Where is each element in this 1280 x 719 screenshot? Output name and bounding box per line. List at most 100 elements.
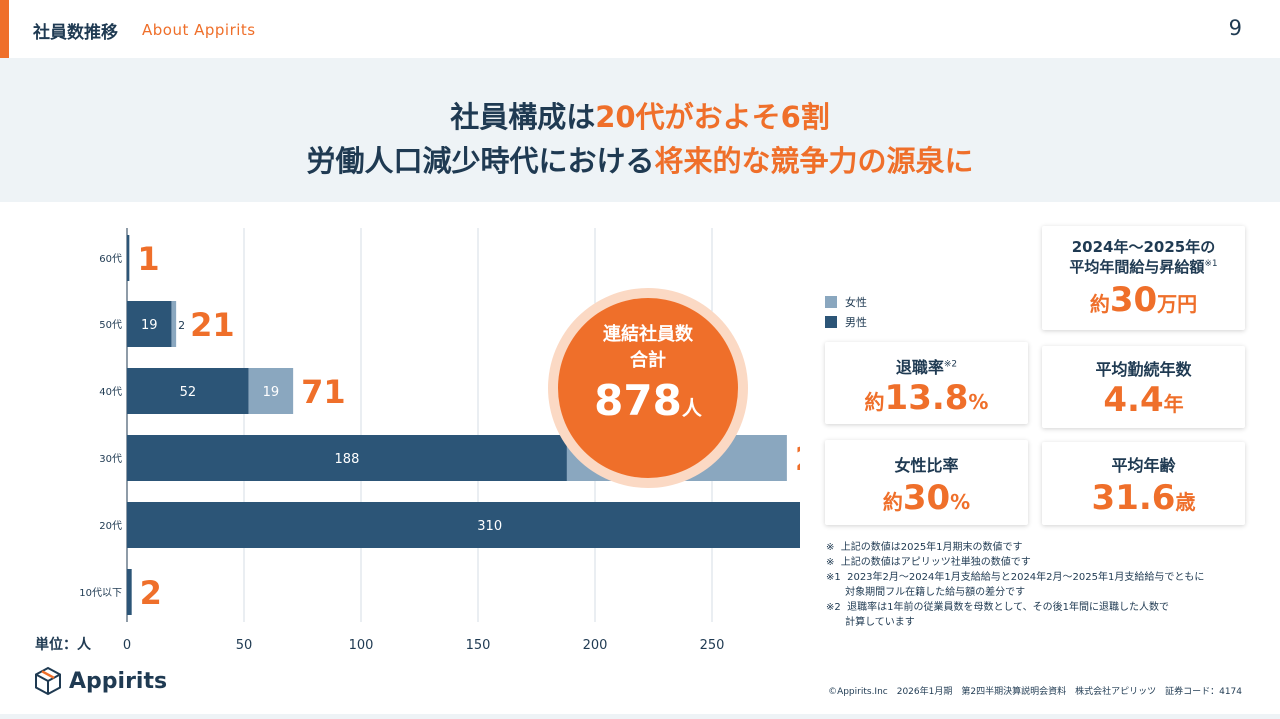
bar-total-label: 2 bbox=[140, 574, 162, 612]
card-salary-raise: 2024年～2025年の 平均年間給与昇給額※1 約30万円 bbox=[1042, 226, 1245, 330]
total-circle-value: 878人 bbox=[558, 376, 738, 425]
footnotes: ※ 上記の数値は2025年1月期末の数値です ※ 上記の数値はアピリッツ社単独の… bbox=[826, 540, 1204, 630]
total-circle-line2: 合計 bbox=[630, 350, 666, 371]
total-unit: 人 bbox=[681, 396, 702, 420]
card-tenure: 平均勤続年数 4.4年 bbox=[1042, 346, 1245, 428]
top-bar: 社員数推移 About Appirits 9 bbox=[0, 0, 1280, 58]
card-age-number: 31.6 bbox=[1091, 478, 1176, 518]
chart-legend: 女性 男性 bbox=[825, 292, 867, 332]
card-tenure-label: 平均勤続年数 bbox=[1095, 360, 1192, 379]
legend-swatch-male bbox=[825, 316, 837, 328]
card-turnover-note: ※2 bbox=[943, 359, 958, 370]
x-tick-label: 100 bbox=[349, 638, 374, 653]
card-turnover-title: 退職率※2 bbox=[825, 354, 1028, 378]
bar-label-male: 188 bbox=[335, 452, 360, 467]
card-female-number: 30 bbox=[902, 478, 951, 518]
footnote: ※ 上記の数値は2025年1月期末の数値です bbox=[826, 542, 1023, 553]
card-raise-label: 平均年間給与昇給額 bbox=[1069, 258, 1205, 276]
card-raise-prefix: 約 bbox=[1089, 292, 1110, 316]
category-label: 20代 bbox=[99, 520, 122, 532]
headline-banner: 社員構成は20代がおよそ6割 労働人口減少時代における将来的な競争力の源泉に bbox=[0, 58, 1280, 202]
footnote: 対象期間フル在籍した給与額の差分です bbox=[826, 587, 1026, 598]
card-raise-line2: 平均年間給与昇給額※1 bbox=[1042, 256, 1245, 277]
x-tick-label: 50 bbox=[236, 638, 253, 653]
card-turnover-prefix: 約 bbox=[864, 390, 885, 414]
bar-male bbox=[127, 569, 132, 615]
legend-label-female: 女性 bbox=[845, 296, 867, 309]
card-turnover-value: 約13.8% bbox=[825, 378, 1028, 418]
bar-male bbox=[127, 368, 249, 414]
category-label: 50代 bbox=[99, 319, 122, 331]
category-label: 40代 bbox=[99, 386, 122, 398]
headline-line1-b: 20代がおよそ6割 bbox=[595, 100, 830, 134]
card-turnover: 退職率※2 約13.8% bbox=[825, 342, 1028, 424]
bar-label-male: 310 bbox=[477, 519, 502, 534]
x-tick-label: 250 bbox=[700, 638, 725, 653]
card-age-unit: 歳 bbox=[1175, 490, 1196, 514]
logo-name: Appirits bbox=[69, 668, 168, 694]
card-turnover-label: 退職率 bbox=[895, 358, 944, 377]
card-turnover-unit: % bbox=[968, 390, 989, 414]
card-raise-line1: 2024年～2025年の bbox=[1071, 238, 1216, 256]
footnote: ※1 2023年2月～2024年1月支給給与と2024年2月～2025年1月支給… bbox=[826, 572, 1205, 583]
total-value: 878 bbox=[594, 376, 682, 425]
category-label: 60代 bbox=[99, 253, 122, 265]
bar-label-male: 52 bbox=[180, 385, 197, 400]
footnote: 計算しています bbox=[826, 617, 915, 628]
headline-line1-a: 社員構成は bbox=[450, 100, 596, 134]
bar-female bbox=[171, 301, 177, 347]
x-tick-label: 200 bbox=[583, 638, 608, 653]
headline-line2-a: 労働人口減少時代における bbox=[306, 144, 655, 178]
card-raise-note: ※1 bbox=[1204, 259, 1218, 269]
bar-total-label: 21 bbox=[190, 306, 235, 344]
legend-item-male: 男性 bbox=[825, 312, 867, 332]
bar-total-label: 71 bbox=[301, 373, 346, 411]
page-number: 9 bbox=[1228, 16, 1242, 40]
x-tick-label: 150 bbox=[466, 638, 491, 653]
bar-male bbox=[127, 502, 800, 548]
card-raise-unit: 万円 bbox=[1157, 292, 1198, 316]
bottom-band bbox=[0, 714, 1280, 719]
card-average-age: 平均年齢 31.6歳 bbox=[1042, 442, 1245, 525]
total-circle: 連結社員数 合計 878人 bbox=[558, 298, 738, 478]
card-female-unit: % bbox=[950, 490, 971, 514]
bar-female bbox=[248, 368, 294, 414]
x-tick-label: 0 bbox=[123, 638, 131, 653]
bar-male bbox=[127, 235, 130, 281]
bar-male bbox=[127, 435, 567, 481]
footnote: ※ 上記の数値はアピリッツ社単独の数値です bbox=[826, 557, 1031, 568]
bar-total-label: 1 bbox=[137, 240, 159, 278]
total-circle-line1: 連結社員数 bbox=[603, 324, 693, 345]
card-tenure-unit: 年 bbox=[1163, 392, 1184, 416]
card-age-label: 平均年齢 bbox=[1111, 456, 1176, 475]
accent-bar bbox=[0, 0, 9, 58]
card-raise-number: 30 bbox=[1109, 280, 1158, 320]
bar-label-male: 19 bbox=[141, 318, 158, 333]
card-age-value: 31.6歳 bbox=[1042, 478, 1245, 518]
cube-logo-icon bbox=[35, 666, 61, 696]
page-title-en: About Appirits bbox=[142, 21, 256, 39]
bar-total-label: 282 bbox=[795, 440, 800, 478]
category-label: 10代以下 bbox=[79, 587, 122, 599]
card-turnover-number: 13.8 bbox=[884, 378, 969, 418]
card-female-value: 約30% bbox=[825, 478, 1028, 518]
category-label: 30代 bbox=[99, 453, 122, 465]
footnote: ※2 退職率は1年前の従業員数を母数として、その後1年間に退職した人数で bbox=[826, 602, 1170, 613]
bar-label-female: 19 bbox=[263, 385, 280, 400]
legend-swatch-female bbox=[825, 296, 837, 308]
card-tenure-number: 4.4 bbox=[1103, 380, 1164, 420]
bar-label-female: 2 bbox=[178, 319, 185, 332]
card-tenure-value: 4.4年 bbox=[1042, 380, 1245, 420]
card-raise-value: 約30万円 bbox=[1042, 280, 1245, 320]
headline-line2-b: 将来的な競争力の源泉に bbox=[654, 144, 974, 178]
card-female-label: 女性比率 bbox=[894, 456, 959, 475]
unit-label: 単位：人 bbox=[35, 636, 92, 653]
card-female-prefix: 約 bbox=[882, 490, 903, 514]
bar-male bbox=[127, 301, 172, 347]
legend-item-female: 女性 bbox=[825, 292, 867, 312]
card-female-ratio: 女性比率 約30% bbox=[825, 440, 1028, 525]
company-logo: Appirits bbox=[33, 666, 167, 696]
footer-copyright: ©Appirits.Inc 2026年1月期 第2四半期決算説明会資料 株式会社… bbox=[828, 687, 1242, 697]
headline-line2: 労働人口減少時代における将来的な競争力の源泉に bbox=[0, 138, 1280, 180]
page-title: 社員数推移 bbox=[33, 23, 118, 43]
